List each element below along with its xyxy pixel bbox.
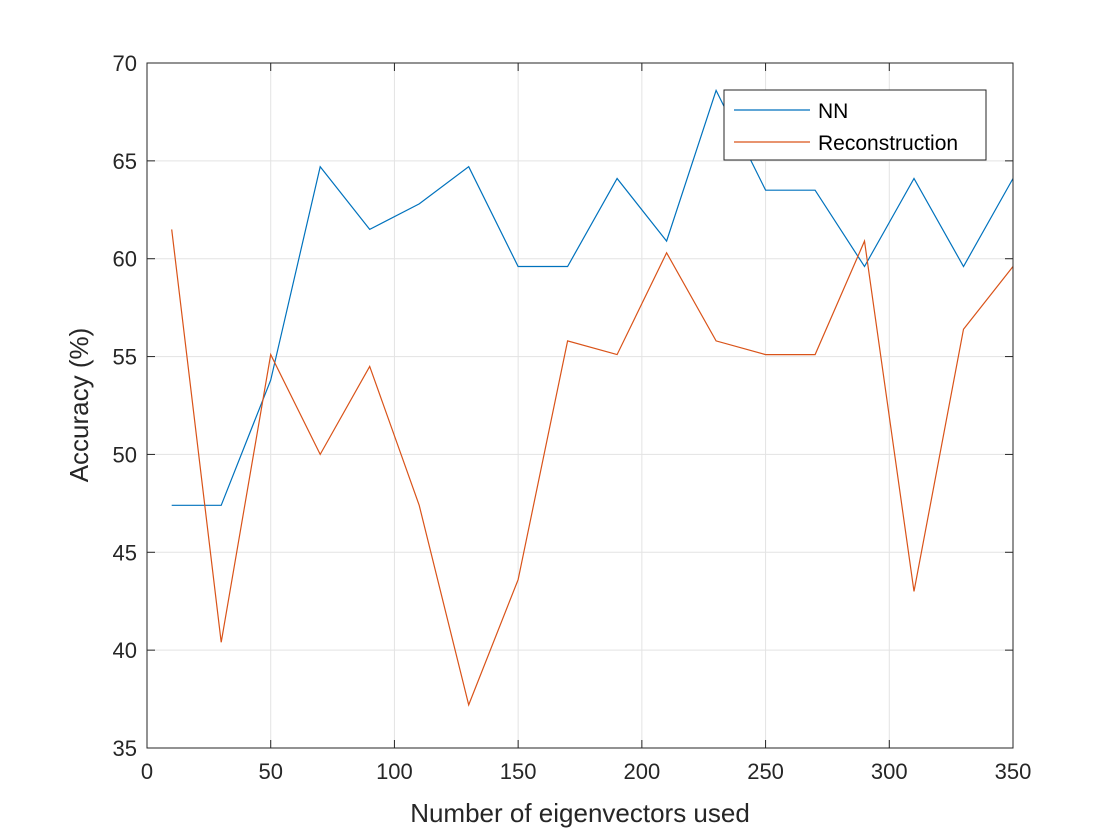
x-tick-label: 150: [500, 759, 537, 784]
x-tick-label: 200: [623, 759, 660, 784]
y-tick-label: 50: [113, 442, 137, 467]
legend-label-reconstruction: Reconstruction: [818, 132, 958, 155]
legend: NN Reconstruction: [723, 89, 987, 161]
series-line-nn: [171, 88, 1014, 506]
y-tick-label: 70: [113, 51, 137, 76]
x-tick-label: 250: [747, 759, 784, 784]
series-line-reconstruction: [171, 229, 1014, 707]
y-tick-label: 40: [113, 638, 137, 663]
x-axis-label: Number of eigenvectors used: [410, 798, 750, 828]
series-lines: [171, 88, 1014, 707]
y-axis-label: Accuracy (%): [64, 328, 94, 483]
y-tick-label: 60: [113, 247, 137, 272]
legend-label-nn: NN: [818, 100, 848, 123]
plot-frame: [146, 62, 1014, 749]
x-tick-label: 350: [995, 759, 1032, 784]
y-tick-label: 35: [113, 736, 137, 761]
plot-area: [147, 63, 1013, 748]
legend-box: [723, 89, 987, 161]
axis-ticks: 0 50 100 150 200 250 300 350 35 40 45 50 55 60 65 70: [113, 51, 1032, 784]
y-tick-label: 65: [113, 149, 137, 174]
x-tick-label: 50: [258, 759, 282, 784]
y-tick-label: 55: [113, 345, 137, 370]
x-tick-label: 300: [871, 759, 908, 784]
x-tick-label: 0: [141, 759, 153, 784]
x-tick-label: 100: [376, 759, 413, 784]
y-tick-label: 45: [113, 540, 137, 565]
